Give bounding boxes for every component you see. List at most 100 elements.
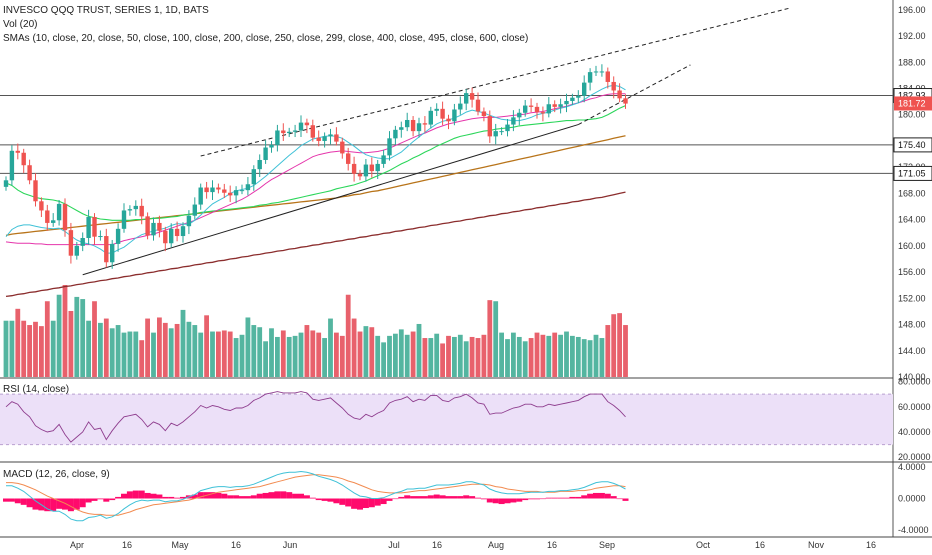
macd-hist-bar xyxy=(215,492,222,499)
macd-hist-bar xyxy=(433,494,440,499)
volume-bar xyxy=(493,301,499,377)
macd-hist-bar xyxy=(138,490,145,499)
candle-body xyxy=(434,108,439,111)
candle xyxy=(546,97,551,118)
price-label-box xyxy=(894,96,932,111)
macd-hist-bar xyxy=(221,493,228,499)
candle xyxy=(269,140,274,153)
macd-hist-bar xyxy=(132,490,139,499)
sma50-line xyxy=(5,105,626,221)
macd-hist-bar xyxy=(510,498,517,503)
volume-bar xyxy=(505,339,510,377)
volume-bar xyxy=(534,332,540,377)
macd-hist-bar xyxy=(587,493,594,499)
candle-body xyxy=(475,99,481,112)
candle-body xyxy=(192,204,197,216)
volume-bar xyxy=(50,320,56,377)
volume-bar xyxy=(457,334,463,377)
symbol-title: INVESCO QQQ TRUST, SERIES 1, 1D, BATS xyxy=(3,5,209,16)
time-axis-label: May xyxy=(171,540,189,550)
macd-hist-bar xyxy=(197,492,204,499)
macd-line xyxy=(6,470,626,522)
candle-body xyxy=(316,137,321,141)
candle xyxy=(458,96,463,115)
volume-bar xyxy=(516,336,522,377)
volume-bar xyxy=(56,294,62,377)
candle xyxy=(263,140,268,164)
macd-hist-bar xyxy=(20,498,27,505)
candle-body xyxy=(98,236,103,238)
volume-bar xyxy=(133,331,139,377)
macd-hist-bar xyxy=(50,498,57,512)
candle-body xyxy=(239,190,245,192)
candle xyxy=(180,222,186,243)
macd-hist-bar xyxy=(492,498,499,504)
candle xyxy=(15,143,20,160)
candle-body xyxy=(3,180,9,187)
macd-hist-bar xyxy=(73,498,80,510)
rsi-band xyxy=(0,394,893,445)
rsi-tick-label: 80.0000 xyxy=(898,377,931,387)
candle-body xyxy=(410,119,416,132)
candle xyxy=(340,137,345,159)
candles xyxy=(3,64,628,269)
sma-legend: SMAs (10, close, 20, close, 50, close, 1… xyxy=(3,33,528,44)
candle xyxy=(558,98,563,114)
macd-hist-bar xyxy=(469,496,476,499)
candle xyxy=(186,210,192,235)
volume-bar xyxy=(286,336,292,377)
candle-body xyxy=(357,173,363,177)
candle xyxy=(428,106,433,129)
candle-body xyxy=(587,72,593,83)
candle-body xyxy=(558,104,563,107)
candle xyxy=(233,186,239,204)
volume-bar xyxy=(269,328,274,377)
volume-bar xyxy=(44,301,50,377)
candle-body xyxy=(33,180,38,202)
macd-hist-bar xyxy=(522,498,529,501)
candle xyxy=(582,75,587,103)
candle xyxy=(334,127,339,146)
candle-body xyxy=(528,105,534,107)
macd-hist-bar xyxy=(563,497,570,499)
volume-bar xyxy=(599,338,605,377)
candle-body xyxy=(121,210,127,229)
price-tick-label: 152.00 xyxy=(898,293,926,303)
candle-body xyxy=(582,82,587,96)
volume-bar xyxy=(310,330,316,377)
candle xyxy=(45,204,50,231)
volume-bar xyxy=(552,332,558,377)
candle xyxy=(292,124,298,138)
macd-hist-bar xyxy=(398,496,405,499)
macd-label: MACD (12, 26, close, 9) xyxy=(3,469,110,480)
candle-body xyxy=(387,138,392,156)
macd-hist-bar xyxy=(516,498,523,502)
candle-body xyxy=(68,230,74,256)
volume-bar xyxy=(74,296,80,377)
candle-body xyxy=(62,203,68,231)
macd-hist-bar xyxy=(498,498,505,505)
candle-body xyxy=(340,141,345,154)
candle xyxy=(587,68,593,91)
volume-bar xyxy=(511,332,516,377)
price-label-text: 182.93 xyxy=(898,91,926,101)
rsi-tick-label: 60.0000 xyxy=(898,402,931,412)
time-axis-label: 16 xyxy=(122,540,132,550)
candle xyxy=(9,145,15,186)
candle xyxy=(21,148,26,174)
volume-bar xyxy=(109,328,115,377)
candle xyxy=(62,198,68,237)
candle xyxy=(121,203,127,233)
price-tick-label: 156.00 xyxy=(898,267,926,277)
macd-hist-bar xyxy=(180,496,186,499)
volume-bar xyxy=(481,334,487,377)
candle xyxy=(139,198,144,225)
candle-body xyxy=(428,110,433,125)
macd-hist-bar xyxy=(439,495,446,499)
candle-body xyxy=(15,150,20,153)
price-tick-label: 148.00 xyxy=(898,320,926,330)
candle-body xyxy=(204,187,209,193)
macd-hist-bar xyxy=(174,497,181,499)
